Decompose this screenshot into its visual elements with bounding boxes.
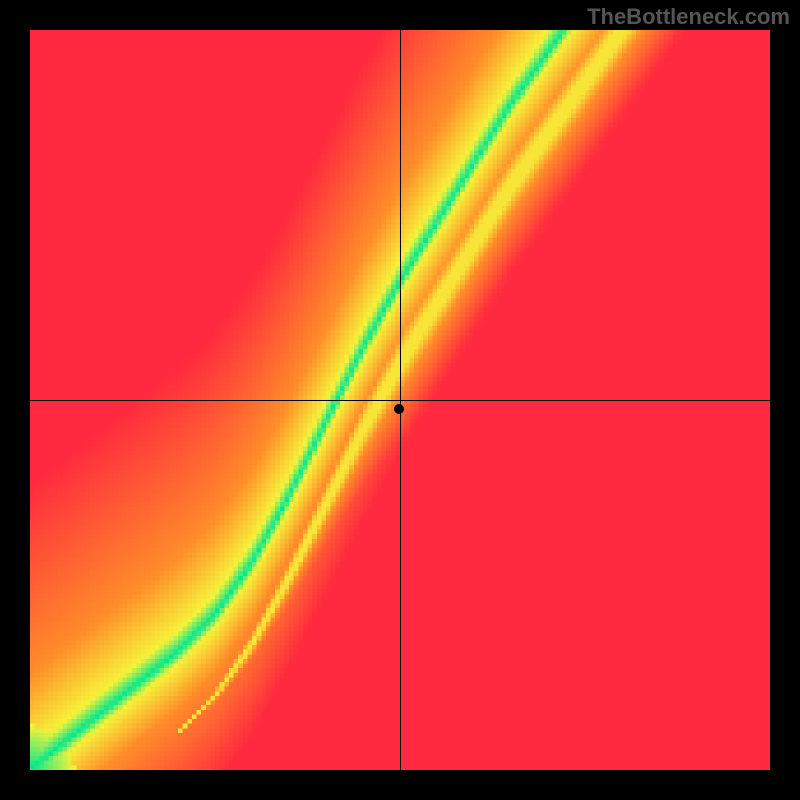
chart-container: TheBottleneck.com (0, 0, 800, 800)
heatmap-plot-area (30, 30, 770, 770)
marker-dot (394, 404, 404, 414)
watermark-text: TheBottleneck.com (587, 4, 790, 30)
crosshair-vertical (400, 30, 401, 770)
